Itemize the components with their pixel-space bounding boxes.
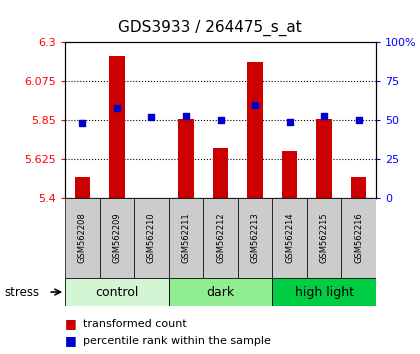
Text: GSM562216: GSM562216 bbox=[354, 213, 363, 263]
Bar bbox=[65, 278, 169, 306]
Bar bbox=[134, 198, 169, 278]
Bar bbox=[341, 198, 376, 278]
Text: GSM562214: GSM562214 bbox=[285, 213, 294, 263]
Text: transformed count: transformed count bbox=[83, 319, 186, 329]
Text: GSM562215: GSM562215 bbox=[320, 213, 328, 263]
Point bbox=[252, 102, 258, 108]
Bar bbox=[169, 278, 272, 306]
Bar bbox=[65, 198, 100, 278]
Bar bbox=[238, 198, 272, 278]
Bar bbox=[316, 120, 332, 198]
Point bbox=[286, 119, 293, 125]
Text: control: control bbox=[95, 286, 139, 298]
Bar bbox=[247, 62, 263, 198]
Text: stress: stress bbox=[4, 286, 39, 298]
Text: percentile rank within the sample: percentile rank within the sample bbox=[83, 336, 270, 346]
Text: GSM562213: GSM562213 bbox=[251, 213, 260, 263]
Point bbox=[113, 105, 120, 111]
Text: GSM562210: GSM562210 bbox=[147, 213, 156, 263]
Point bbox=[148, 114, 155, 120]
Text: high light: high light bbox=[294, 286, 354, 298]
Bar bbox=[75, 177, 90, 198]
Point bbox=[355, 118, 362, 123]
Text: GSM562208: GSM562208 bbox=[78, 213, 87, 263]
Bar bbox=[213, 148, 228, 198]
Bar bbox=[169, 198, 203, 278]
Text: ■: ■ bbox=[65, 318, 77, 330]
Bar bbox=[203, 198, 238, 278]
Text: ■: ■ bbox=[65, 334, 77, 347]
Bar bbox=[351, 177, 366, 198]
Bar bbox=[100, 198, 134, 278]
Bar bbox=[282, 151, 297, 198]
Bar bbox=[272, 198, 307, 278]
Text: dark: dark bbox=[207, 286, 234, 298]
Text: GSM562212: GSM562212 bbox=[216, 213, 225, 263]
Point bbox=[79, 121, 86, 126]
Point bbox=[183, 113, 189, 119]
Bar bbox=[178, 120, 194, 198]
Text: GSM562209: GSM562209 bbox=[113, 213, 121, 263]
Point bbox=[321, 113, 328, 119]
Bar bbox=[307, 198, 341, 278]
Bar bbox=[272, 278, 376, 306]
Text: GSM562211: GSM562211 bbox=[181, 213, 190, 263]
Point bbox=[217, 118, 224, 123]
Text: GDS3933 / 264475_s_at: GDS3933 / 264475_s_at bbox=[118, 19, 302, 36]
Bar bbox=[109, 56, 125, 198]
